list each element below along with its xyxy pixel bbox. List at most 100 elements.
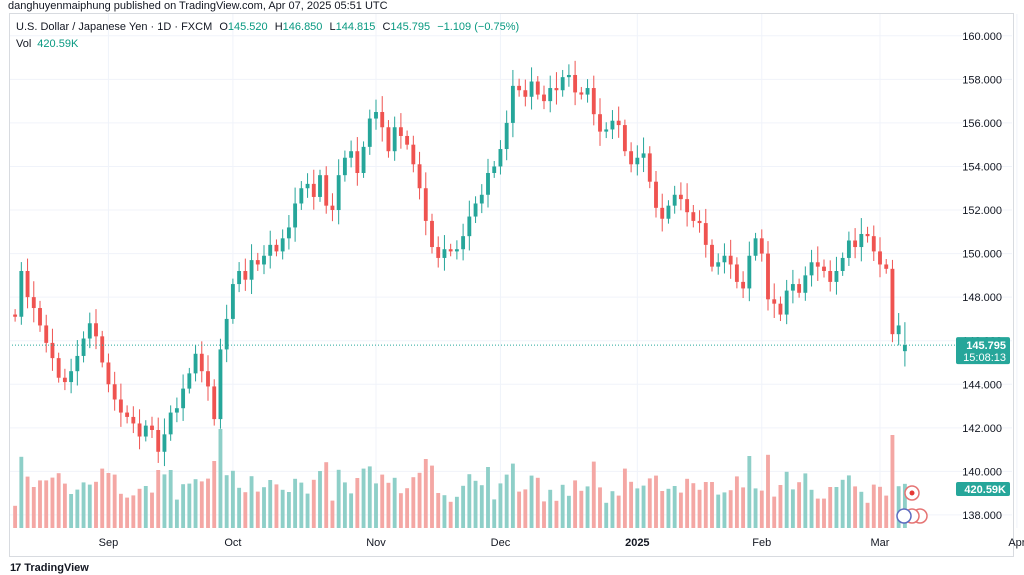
- candle-body: [853, 240, 858, 248]
- volume-bar: [890, 435, 895, 528]
- volume-bar: [504, 474, 509, 528]
- volume-bar: [710, 482, 714, 528]
- candle-body: [641, 153, 646, 158]
- volume-bar: [224, 475, 229, 528]
- candle-body: [274, 244, 279, 252]
- time-axis: Sep Oct Nov Dec 2025 Feb Mar Apr: [99, 537, 1024, 549]
- tradingview-logo-icon: 17: [10, 562, 21, 574]
- volume-label: Vol: [16, 38, 32, 50]
- time-tick-label: 2025: [625, 537, 649, 549]
- candle-body: [293, 203, 298, 228]
- candle-body: [131, 416, 136, 424]
- volume-bar: [666, 488, 671, 528]
- candle-body: [492, 166, 497, 173]
- volume-bar: [846, 475, 851, 528]
- volume-bar: [529, 475, 534, 528]
- volume-bar: [747, 456, 752, 528]
- candle-body: [473, 203, 478, 217]
- volume-bar: [454, 496, 459, 528]
- volume-bar: [734, 476, 739, 528]
- volume-bar: [467, 474, 472, 528]
- candle-body: [193, 353, 198, 374]
- volume-bar: [336, 469, 341, 528]
- volume-bar: [448, 501, 453, 528]
- candle-body: [828, 271, 833, 282]
- volume-tag: [956, 482, 1010, 496]
- volume-bar: [87, 484, 92, 528]
- volume-bar: [199, 481, 204, 528]
- open-label: O: [219, 21, 228, 33]
- volume-bar: [342, 482, 347, 528]
- volume-bar: [423, 459, 428, 528]
- candle-body: [212, 386, 217, 420]
- volume-bar: [604, 502, 609, 528]
- volume-bar: [442, 495, 447, 528]
- volume-bar: [212, 461, 217, 528]
- candle-body: [486, 172, 490, 195]
- volume-bar: [249, 476, 254, 528]
- candle-body: [118, 399, 123, 413]
- candle-body: [573, 74, 578, 93]
- tradingview-footer[interactable]: 17 TradingView: [10, 562, 89, 574]
- volume-bar: [81, 482, 86, 528]
- candle-body: [137, 423, 142, 437]
- candle-body: [890, 268, 895, 335]
- candle-body: [355, 151, 360, 173]
- candle-body: [566, 74, 571, 78]
- volume-bar: [293, 478, 298, 528]
- candle-body: [790, 284, 795, 291]
- volume-bar: [591, 461, 596, 528]
- price-tick-label: 156.000: [962, 118, 1002, 130]
- candle-body: [616, 120, 621, 126]
- candle-body: [255, 260, 260, 265]
- candle-body: [647, 153, 652, 182]
- volume-bar: [311, 479, 316, 528]
- volume-bar: [156, 470, 161, 528]
- price-tick-label: 154.000: [962, 161, 1002, 173]
- candle-body: [106, 362, 111, 385]
- price-tick-label: 140.000: [962, 466, 1002, 478]
- candle-body: [448, 249, 453, 252]
- volume-bar: [815, 498, 820, 528]
- candle-body: [654, 181, 658, 208]
- price-tick-label: 148.000: [962, 292, 1002, 304]
- candle-body: [305, 183, 310, 189]
- candle-body: [94, 323, 98, 337]
- volume-bar: [436, 493, 441, 528]
- volume-bars: [13, 429, 907, 528]
- candle-body: [660, 207, 665, 219]
- candle-body: [349, 151, 354, 158]
- low-value: 144.815: [335, 21, 376, 33]
- volume-bar: [430, 465, 434, 528]
- volume-bar: [685, 478, 690, 528]
- candle-body: [454, 249, 459, 252]
- volume-bar: [902, 483, 907, 528]
- candle-body: [336, 175, 341, 211]
- candle-body: [523, 90, 528, 97]
- volume-bar: [268, 480, 273, 528]
- candle-body: [398, 127, 403, 136]
- candle-body: [703, 223, 708, 245]
- candle-body: [411, 144, 416, 165]
- candle-body: [112, 384, 117, 400]
- volume-bar: [255, 491, 260, 528]
- candle-body: [548, 88, 553, 102]
- candle-body: [386, 127, 391, 152]
- candle-body: [367, 118, 372, 147]
- candle-body: [461, 236, 466, 250]
- price-tick-label: 138.000: [962, 510, 1002, 522]
- candle-body: [846, 240, 851, 258]
- volume-bar: [94, 481, 98, 528]
- volume-bar: [784, 471, 789, 528]
- candle-body: [237, 271, 242, 285]
- volume-bar: [305, 493, 310, 528]
- candle-body: [865, 233, 870, 237]
- candle-body: [598, 114, 602, 132]
- volume-bar: [573, 480, 578, 528]
- candle-body: [554, 88, 559, 91]
- volume-bar: [622, 468, 627, 528]
- last-price-tag: [956, 337, 1010, 365]
- volume-bar: [174, 499, 179, 528]
- volume-bar: [69, 494, 74, 528]
